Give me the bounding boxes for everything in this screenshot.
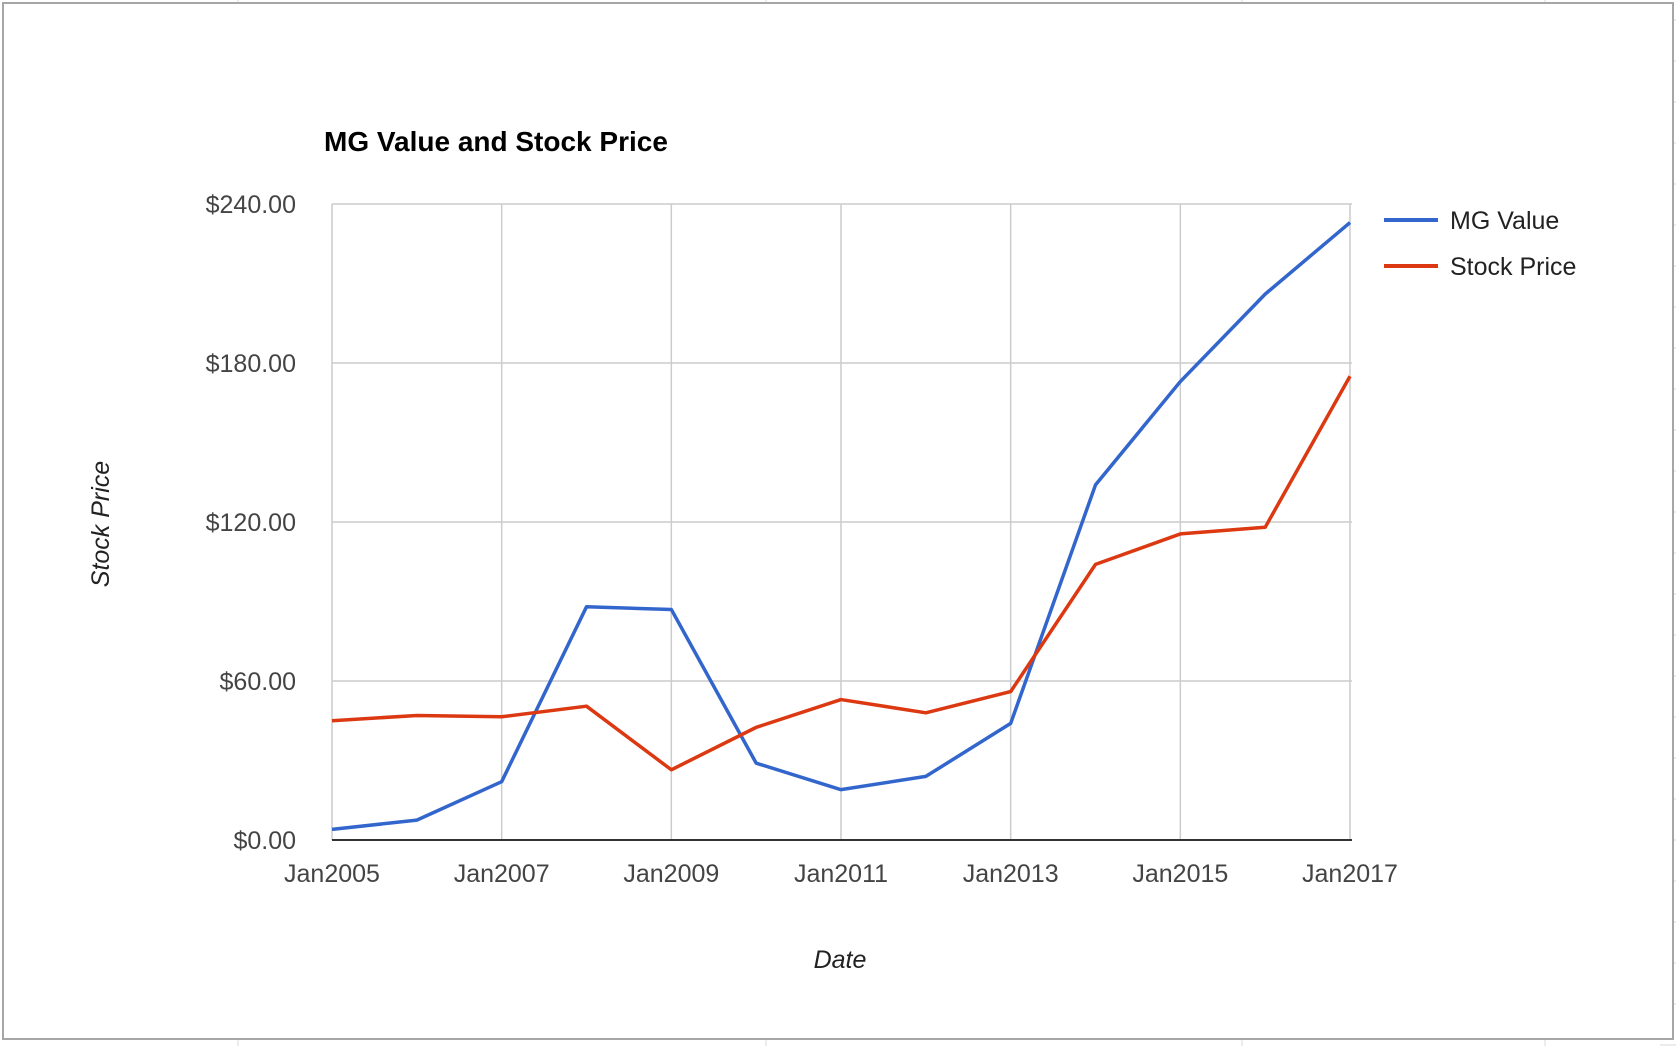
x-tick-label: Jan2009 bbox=[623, 860, 719, 888]
x-tick-label: Jan2015 bbox=[1132, 860, 1228, 888]
series-line-stock-price[interactable] bbox=[331, 375, 1352, 772]
x-tick-label: Jan2017 bbox=[1302, 860, 1398, 888]
x-axis-title: Date bbox=[814, 946, 867, 974]
series-line-mg-value[interactable] bbox=[331, 221, 1352, 832]
y-axis-ticks: $0.00 $60.00 $120.00 $180.00 $240.00 bbox=[206, 191, 296, 855]
series-lines bbox=[331, 221, 1352, 832]
y-axis-title: Stock Price bbox=[87, 461, 115, 587]
x-tick-label: Jan2007 bbox=[454, 860, 550, 888]
legend-label: MG Value bbox=[1450, 207, 1559, 235]
y-tick-label: $120.00 bbox=[206, 509, 296, 537]
x-axis-ticks: Jan2005 Jan2007 Jan2009 Jan2011 Jan2013 Jan20… bbox=[284, 860, 1398, 888]
gridlines bbox=[331, 203, 1352, 840]
y-tick-label: $240.00 bbox=[206, 191, 296, 219]
y-tick-label: $0.00 bbox=[233, 827, 296, 855]
legend: MG Value Stock Price bbox=[1384, 207, 1576, 281]
x-tick-label: Jan2013 bbox=[963, 860, 1059, 888]
y-tick-label: $60.00 bbox=[220, 668, 296, 696]
chart-title: MG Value and Stock Price bbox=[324, 126, 668, 157]
legend-label: Stock Price bbox=[1450, 253, 1576, 281]
x-tick-label: Jan2011 bbox=[794, 860, 888, 888]
y-tick-label: $180.00 bbox=[206, 350, 296, 378]
line-chart: $0.00 $60.00 $120.00 $180.00 $240.00 Jan2005… bbox=[87, 126, 1576, 974]
x-tick-label: Jan2005 bbox=[284, 860, 380, 888]
